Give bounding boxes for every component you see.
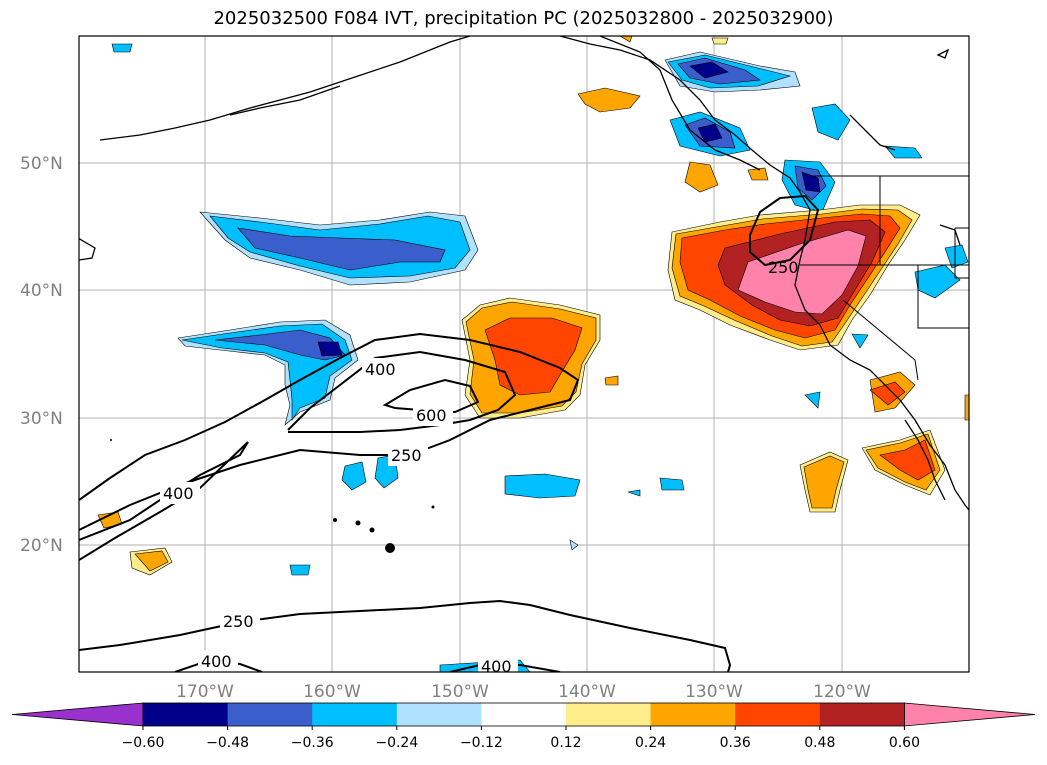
colorbar-segment xyxy=(143,703,229,726)
colorbar: −0.60 −0.48 −0.36 −0.24 −0.12 0.12 0.24 0.36 0.4… xyxy=(11,702,1036,751)
lon-label: 120°W xyxy=(813,682,871,702)
colorbar-segment xyxy=(227,703,313,726)
map-area: 400 600 250 400 250 400 400 250 xyxy=(79,36,969,676)
latitude-labels: 50°N 40°N 30°N 20°N xyxy=(20,154,63,556)
colorbar-tick-label: −0.36 xyxy=(291,735,334,751)
contour-label: 400 xyxy=(481,657,512,676)
colorbar-segment xyxy=(650,703,736,726)
lat-label: 50°N xyxy=(20,154,63,174)
colorbar-segment xyxy=(481,703,567,726)
colorbar-segment xyxy=(566,703,652,726)
lon-label: 150°W xyxy=(431,682,489,702)
colorbar-tick-label: 0.36 xyxy=(720,735,751,751)
contour-label: 250 xyxy=(768,258,799,277)
precip-positive xyxy=(97,36,969,576)
lon-label: 130°W xyxy=(685,682,743,702)
contour-labels: 400 600 250 400 250 400 400 250 xyxy=(160,258,799,676)
longitude-labels: 170°W 160°W 150°W 140°W 130°W 120°W xyxy=(176,682,871,702)
colorbar-frame xyxy=(142,702,905,727)
colorbar-tick-label: 0.48 xyxy=(804,735,835,751)
map-title: 2025032500 F084 IVT, precipitation PC (2… xyxy=(213,8,834,29)
map-frame xyxy=(78,35,970,673)
colorbar-tick-label: 0.24 xyxy=(635,735,666,751)
contour-label: 250 xyxy=(223,612,254,631)
lat-label: 30°N xyxy=(20,409,63,429)
contour-label: 400 xyxy=(201,652,232,671)
contour-label: 600 xyxy=(416,406,447,425)
lat-label: 40°N xyxy=(20,281,63,301)
colorbar-segment xyxy=(735,703,821,726)
contour-label: 250 xyxy=(391,446,422,465)
colorbar-tick-label: −0.24 xyxy=(375,735,418,751)
colorbar-tick-label: −0.60 xyxy=(122,735,165,751)
lon-label: 170°W xyxy=(176,682,234,702)
coastlines xyxy=(79,36,969,511)
contour-label: 400 xyxy=(365,360,396,379)
colorbar-extend-high xyxy=(904,702,1036,727)
lat-label: 20°N xyxy=(20,536,63,556)
colorbar-segment xyxy=(396,703,482,726)
lon-label: 140°W xyxy=(558,682,616,702)
borders xyxy=(800,175,969,381)
colorbar-segment xyxy=(819,703,905,726)
colorbar-tick-label: −0.48 xyxy=(206,735,249,751)
colorbar-tick-label: −0.12 xyxy=(460,735,503,751)
colorbar-tick-label: 0.12 xyxy=(550,735,581,751)
contour-label: 400 xyxy=(163,484,194,503)
islands xyxy=(110,439,435,553)
colorbar-extend-low xyxy=(11,702,144,727)
precip-negative xyxy=(111,43,969,672)
lon-label: 160°W xyxy=(303,682,361,702)
colorbar-tick-label: 0.60 xyxy=(889,735,920,751)
colorbar-segment xyxy=(312,703,398,726)
